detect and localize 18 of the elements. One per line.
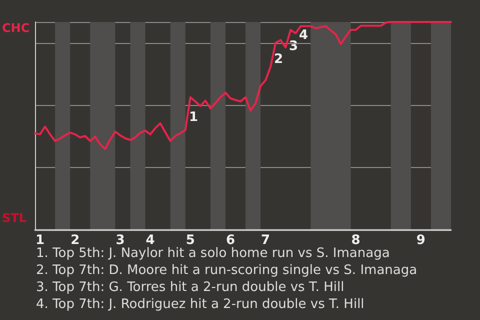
x-tick-label: 2 xyxy=(70,233,80,248)
x-tick-label: 8 xyxy=(351,233,360,248)
annotation: 1 xyxy=(189,110,198,125)
text: 2. Top 7th: D. Moore hit a run-scoring single vs S. Imanaga xyxy=(36,263,418,278)
x-tick-label: 4 xyxy=(146,233,155,248)
annotation: 4 xyxy=(299,28,308,43)
x-tick-label: 7 xyxy=(261,233,270,248)
x-tick-label: 3 xyxy=(116,233,125,248)
x-tick-label: 1 xyxy=(35,233,45,248)
text: 4. Top 7th: J. Rodriguez hit a 2-run double vs T. Hill xyxy=(36,297,364,312)
text: 1. Top 5th: J. Naylor hit a solo home run vs S. Imanaga xyxy=(36,246,390,261)
annotation: 2 xyxy=(274,52,284,67)
text: CHC xyxy=(2,21,30,35)
x-tick-label: 5 xyxy=(186,233,195,248)
text: 3. Top 7th: G. Torres hit a 2-run double vs T. Hill xyxy=(36,280,344,295)
x-tick-label: 6 xyxy=(226,233,235,248)
x-tick-label: 9 xyxy=(416,233,426,248)
text: STL xyxy=(2,211,27,225)
